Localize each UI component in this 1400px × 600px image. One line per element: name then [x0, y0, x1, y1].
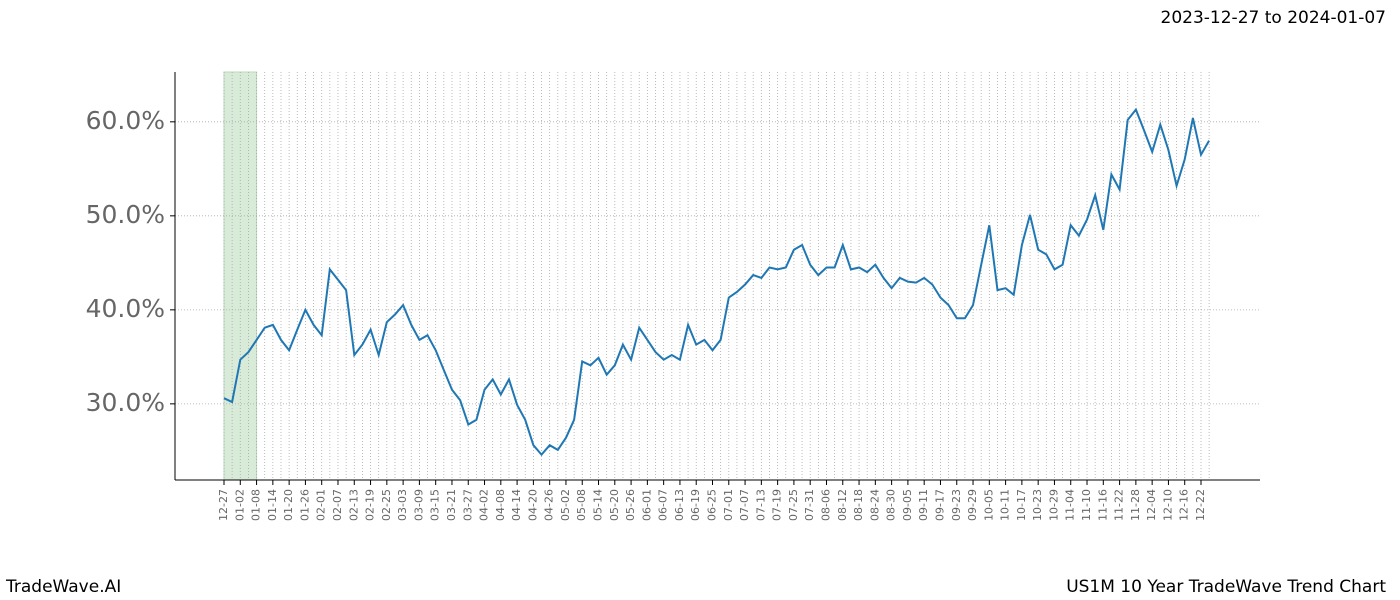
x-tick-label: 08-06	[819, 489, 832, 521]
x-tick-label: 04-26	[543, 489, 556, 521]
x-tick-label: 02-07	[331, 489, 344, 521]
x-tick-label: 05-02	[559, 489, 572, 521]
x-tick-label: 03-21	[445, 489, 458, 521]
x-tick-label: 05-26	[624, 489, 637, 521]
x-tick-label: 11-28	[1129, 489, 1142, 521]
x-tick-label: 09-23	[950, 489, 963, 521]
x-tick-label: 06-07	[657, 489, 670, 521]
x-tick-label: 12-22	[1194, 489, 1207, 521]
x-tick-label: 09-05	[901, 489, 914, 521]
x-tick-label: 04-14	[510, 489, 523, 521]
x-tick-label: 12-16	[1178, 489, 1191, 521]
x-tick-label: 01-26	[298, 489, 311, 521]
x-tick-label: 05-14	[592, 489, 605, 521]
x-tick-label: 09-29	[966, 489, 979, 521]
x-tick-label: 10-05	[982, 489, 995, 521]
x-tick-label: 07-07	[738, 489, 751, 521]
x-tick-label: 06-25	[706, 489, 719, 521]
x-tick-label: 03-09	[412, 489, 425, 521]
x-tick-label: 06-01	[640, 489, 653, 521]
x-tick-label: 11-22	[1113, 489, 1126, 521]
y-tick-label: 30.0%	[86, 388, 165, 417]
x-tick-label: 06-19	[689, 489, 702, 521]
x-tick-label: 11-16	[1096, 489, 1109, 521]
brand: TradeWave.AI	[5, 577, 121, 597]
x-tick-label: 04-02	[478, 489, 491, 521]
x-tick-label: 01-02	[233, 489, 246, 521]
y-tick-label: 50.0%	[86, 200, 165, 229]
x-tick-label: 04-08	[494, 489, 507, 521]
x-tick-label: 08-24	[868, 489, 881, 521]
x-tick-label: 11-04	[1064, 489, 1077, 521]
x-tick-label: 07-13	[754, 489, 767, 521]
x-tick-label: 02-13	[347, 489, 360, 521]
x-tick-label: 10-29	[1047, 489, 1060, 521]
x-tick-label: 03-15	[429, 489, 442, 521]
x-tick-label: 07-31	[803, 489, 816, 521]
x-tick-label: 09-11	[917, 489, 930, 521]
chart-title: 2023-12-27 to 2024-01-07	[1161, 8, 1386, 28]
x-tick-label: 05-08	[575, 489, 588, 521]
x-tick-label: 09-17	[933, 489, 946, 521]
x-tick-label: 02-19	[364, 489, 377, 521]
x-tick-label: 07-19	[771, 489, 784, 521]
chart-subtitle: US1M 10 Year TradeWave Trend Chart	[1066, 577, 1386, 597]
x-tick-label: 07-25	[787, 489, 800, 521]
x-tick-label: 08-18	[852, 489, 865, 521]
x-tick-label: 10-11	[999, 489, 1012, 521]
x-tick-label: 10-17	[1015, 489, 1028, 521]
x-tick-label: 03-27	[461, 489, 474, 521]
x-tick-label: 01-08	[250, 489, 263, 521]
x-tick-label: 04-20	[526, 489, 539, 521]
x-tick-label: 06-13	[673, 489, 686, 521]
x-tick-label: 12-10	[1161, 489, 1174, 521]
x-tick-label: 08-12	[836, 489, 849, 521]
x-tick-label: 02-01	[315, 489, 328, 521]
x-tick-label: 12-04	[1145, 489, 1158, 521]
series-line	[223, 107, 1210, 457]
x-tick-label: 01-20	[282, 489, 295, 521]
x-tick-label: 05-20	[608, 489, 621, 521]
y-tick-label: 60.0%	[86, 106, 165, 135]
x-tick-label: 11-10	[1080, 489, 1093, 521]
x-tick-label: 01-14	[266, 489, 279, 521]
x-tick-label: 02-25	[380, 489, 393, 521]
x-tick-label: 08-30	[885, 489, 898, 521]
x-tick-label: 12-27	[217, 489, 230, 521]
y-tick-label: 40.0%	[86, 294, 165, 323]
x-tick-label: 10-23	[1031, 489, 1044, 521]
x-tick-label: 07-01	[722, 489, 735, 521]
x-tick-label: 03-03	[396, 489, 409, 521]
